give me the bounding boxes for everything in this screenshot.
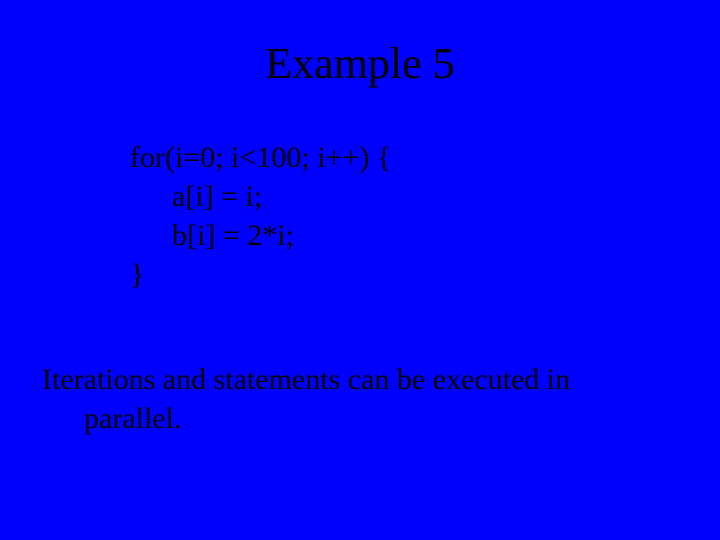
caption-line: parallel. [42, 399, 680, 438]
slide: Example 5 for(i=0; i<100; i++) { a[i] = … [0, 0, 720, 540]
caption-text: Iterations and statements can be execute… [42, 360, 680, 438]
caption-line: Iterations and statements can be execute… [42, 360, 680, 399]
slide-title: Example 5 [0, 38, 720, 89]
code-line: for(i=0; i<100; i++) { [130, 138, 391, 177]
code-line: } [130, 255, 391, 294]
code-line: a[i] = i; [130, 177, 391, 216]
code-line: b[i] = 2*i; [130, 216, 391, 255]
code-block: for(i=0; i<100; i++) { a[i] = i; b[i] = … [130, 138, 391, 294]
